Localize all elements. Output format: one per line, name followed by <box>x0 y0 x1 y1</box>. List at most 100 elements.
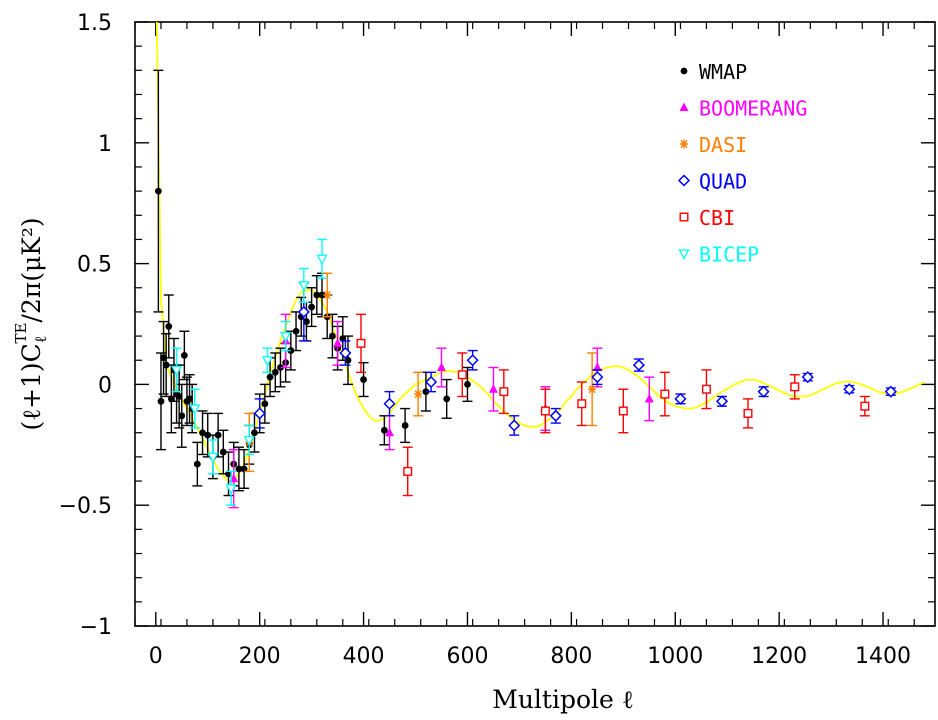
wmap-point <box>443 395 451 403</box>
y-tick-label: −1 <box>80 615 112 640</box>
cbi-point <box>743 408 753 418</box>
quad-point <box>715 395 729 408</box>
plot-frame <box>134 21 936 627</box>
y-tick-label: 1.5 <box>77 11 112 36</box>
wmap-point <box>318 291 326 299</box>
bicep-point <box>280 331 292 343</box>
cbi-point <box>356 338 366 348</box>
quad-point <box>383 397 396 410</box>
wmap-point <box>271 368 279 376</box>
quad-point <box>884 385 897 398</box>
bicep-point <box>243 435 255 447</box>
cbi-legend-marker <box>679 212 689 222</box>
wmap-point <box>292 327 300 335</box>
tick-labels: 0 200 400 600 800 1000 1200 1400 −1 −0.5 0 0.5 1 1.5 <box>59 11 911 669</box>
wmap-point <box>339 335 347 342</box>
quad-point <box>297 305 310 318</box>
wmap-point <box>344 356 352 364</box>
quad-point <box>253 407 266 420</box>
quad-point <box>508 419 521 432</box>
quad-point <box>632 359 645 372</box>
cbi-point <box>860 401 870 411</box>
y-tick-label: 0 <box>98 373 112 398</box>
wmap-point <box>178 412 186 420</box>
wmap-point <box>186 395 193 403</box>
quad-point <box>549 409 562 422</box>
theory-curve-layer <box>155 21 925 482</box>
wmap-point <box>308 303 316 311</box>
boomerang-point <box>644 393 654 403</box>
wmap-point <box>219 448 227 456</box>
wmap-point <box>240 465 248 473</box>
bicep-point <box>298 281 310 292</box>
wmap-point <box>154 187 162 195</box>
data-points-layer <box>153 69 897 509</box>
boomerang-point <box>436 362 446 371</box>
y-axis-title-main: (ℓ+1)C <box>17 343 46 430</box>
cbi-point <box>660 389 670 399</box>
dasi-point <box>323 290 332 300</box>
boomerang-point <box>488 384 498 393</box>
y-tick-label: −0.5 <box>59 494 112 519</box>
cbi-legend-label: CBI <box>699 206 735 230</box>
y-tick-label: 0.5 <box>77 253 112 278</box>
y-axis-title: (ℓ+1)CℓTE/2π(μK²) <box>12 217 50 430</box>
cbi-point <box>540 406 550 416</box>
y-tick-label: 1 <box>98 132 112 157</box>
wmap-point <box>167 395 175 403</box>
x-tick-label: 1200 <box>751 644 807 669</box>
wmap-point <box>303 318 310 325</box>
cbi-point <box>790 382 800 392</box>
wmap-point <box>225 470 232 478</box>
wmap-point <box>204 431 212 439</box>
x-tick-label: 1400 <box>855 644 911 669</box>
bicep-series <box>170 238 328 506</box>
quad-point <box>674 392 687 405</box>
bicep-legend-label: BICEP <box>699 243 759 267</box>
quad-point <box>801 371 814 384</box>
quad-point <box>591 371 604 384</box>
wmap-point <box>422 388 430 396</box>
wmap-point <box>235 465 243 473</box>
wmap-point <box>360 376 367 383</box>
bicep-point <box>261 356 274 367</box>
cbi-series <box>355 313 870 497</box>
boomerang-point <box>592 362 602 371</box>
y-axis-title-tail: /2π(μK²) <box>17 217 46 322</box>
quad-legend-marker <box>677 174 691 187</box>
bicep-point <box>316 254 328 266</box>
wmap-point <box>380 426 388 434</box>
wmap-point <box>214 431 222 439</box>
bicep-legend-marker <box>678 249 690 260</box>
wmap-point <box>199 429 206 437</box>
dasi-point <box>414 389 423 399</box>
wmap-point <box>175 393 183 400</box>
quad-point <box>843 383 856 396</box>
dasi-series <box>244 272 598 473</box>
cbi-point <box>618 406 628 416</box>
bicep-point <box>207 452 219 464</box>
wmap-point <box>464 381 471 388</box>
quad-point <box>757 385 770 398</box>
wmap-point <box>266 373 274 381</box>
wmap-point <box>180 352 188 359</box>
wmap-point <box>329 332 336 340</box>
quad-point <box>425 375 438 389</box>
wmap-point <box>287 347 295 354</box>
dasi-legend-label: DASI <box>699 133 747 157</box>
wmap-point <box>162 361 170 369</box>
dasi-point <box>588 384 597 394</box>
bicep-point <box>170 365 183 377</box>
x-axis-title: Multipole ℓ <box>492 685 634 714</box>
x-tick-label: 400 <box>343 644 385 669</box>
boomerang-point <box>385 427 395 437</box>
wmap-series <box>153 69 473 497</box>
cbi-point <box>701 384 711 394</box>
wmap-point <box>193 460 201 468</box>
axis-ticks <box>134 21 935 627</box>
x-tick-label: 800 <box>550 644 592 669</box>
wmap-point <box>277 364 284 371</box>
boomerang-series <box>228 313 655 509</box>
